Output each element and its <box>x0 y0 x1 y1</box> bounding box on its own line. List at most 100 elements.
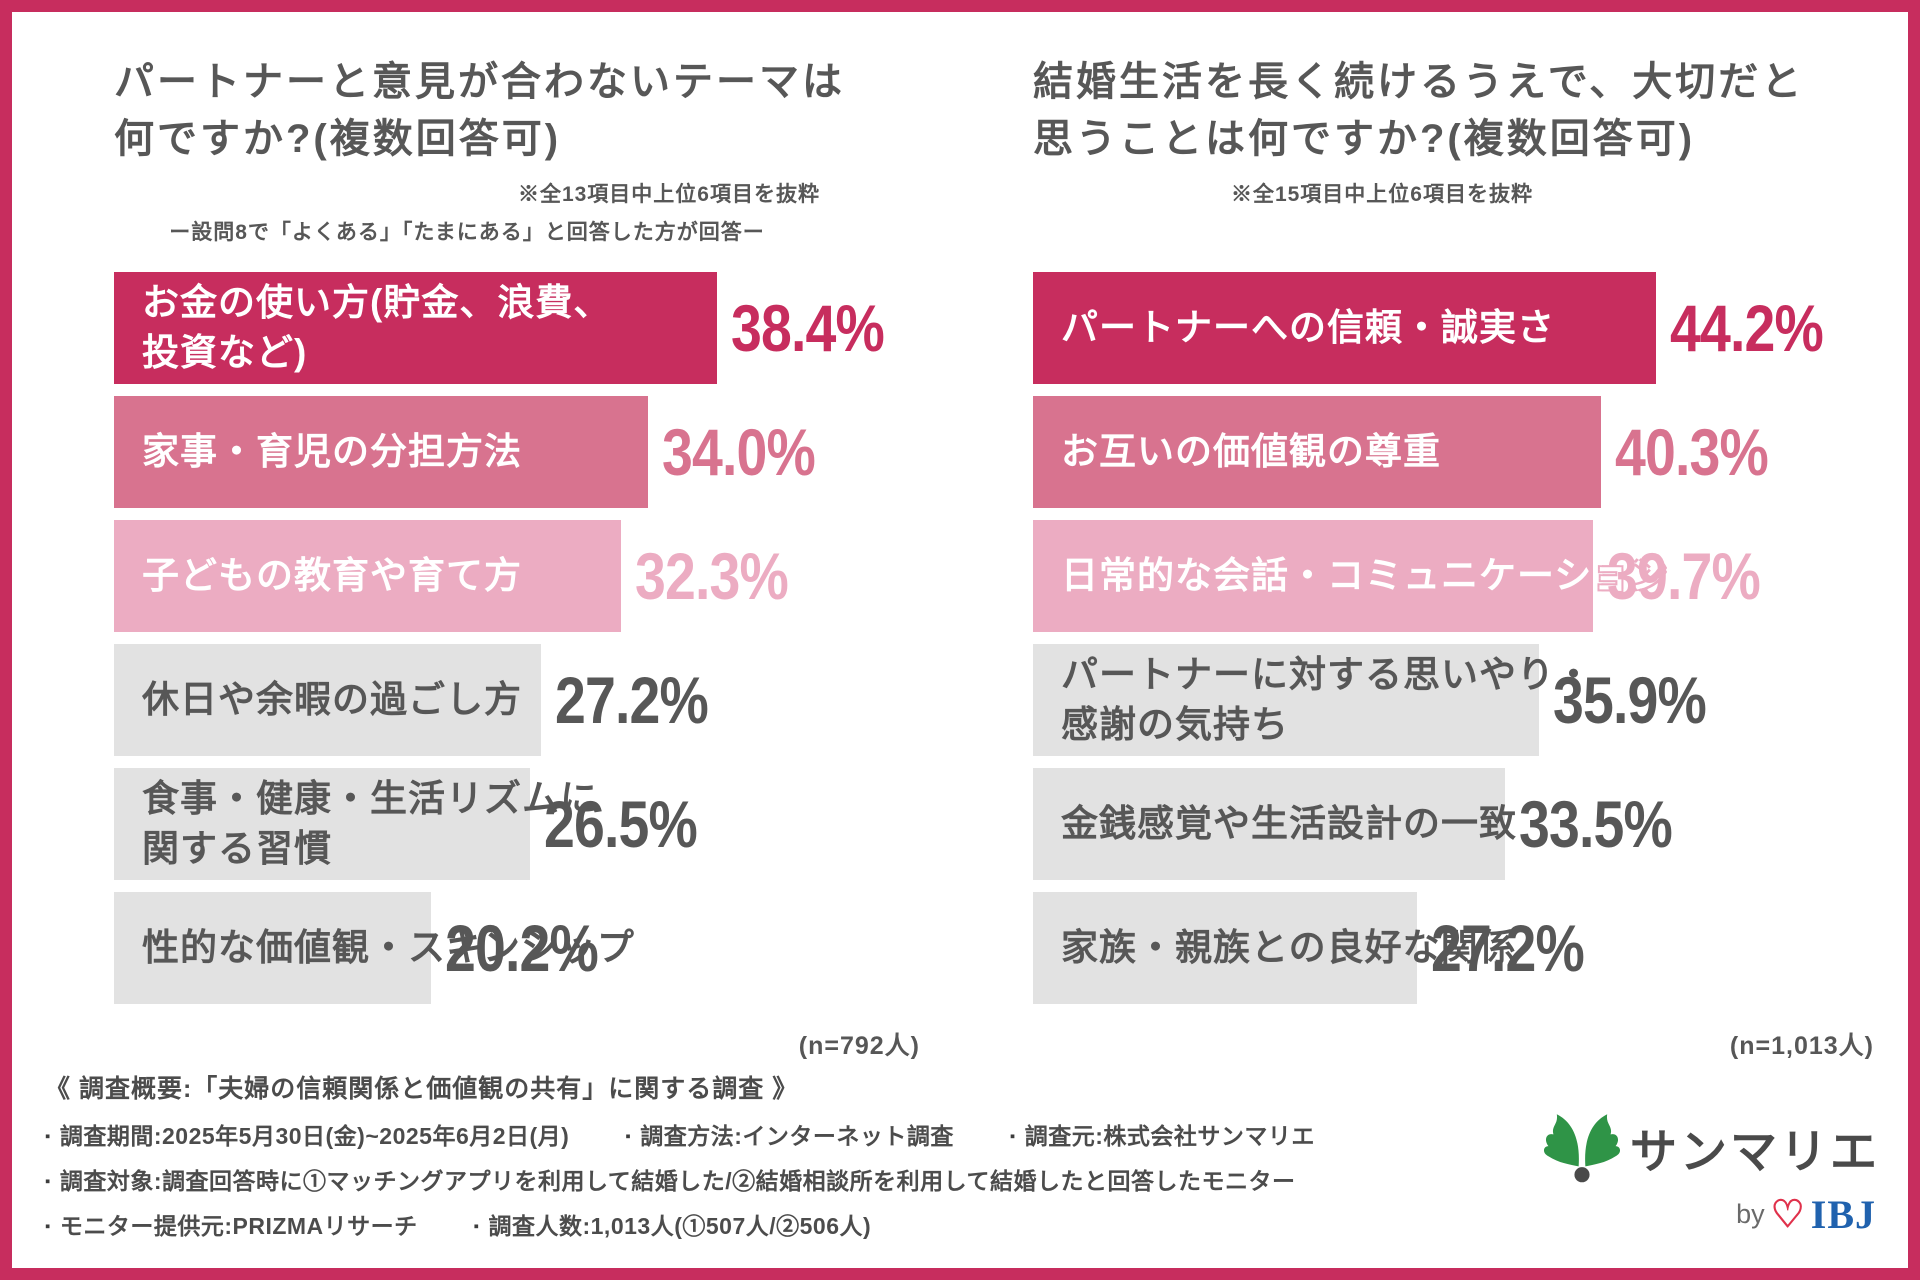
bar-value: 26.5% <box>544 787 698 861</box>
bar: 日常的な会話・コミュニケーション <box>1033 520 1667 632</box>
bar-row: お金の使い方(貯金、浪費、 投資など) 38.4% <box>114 272 924 384</box>
survey-overview-line3: ▪ モニター提供元:PRIZMAリサーチ ▪ 調査人数:1,013人(①507人/②5… <box>45 1207 1345 1241</box>
bar-row: 休日や余暇の過ごし方 27.2% <box>114 644 924 756</box>
bar-label: 性的な価値観・スキンシップ <box>114 923 635 973</box>
survey-overview-item: ▪ 調査人数:1,013人(①507人/②506人) <box>474 1207 872 1241</box>
bar-label: 日常的な会話・コミュニケーション <box>1033 551 1668 601</box>
chart-header-right: 結婚生活を長く続けるうえで、大切だと 思うことは何ですか?(複数回答可) ※全1… <box>1033 54 1878 272</box>
square-bullet-icon: ▪ <box>473 1218 480 1235</box>
chart-note-right: ※全15項目中上位6項目を抜粋 <box>1230 182 1533 206</box>
bar-row: 金銭感覚や生活設計の一致 33.5% <box>1033 768 1878 880</box>
survey-overview-line2: ▪ 調査対象:調査回答時に①マッチングアプリを利用して結婚した/②結婚相談所を利用… <box>45 1162 1345 1196</box>
chart-title-left: パートナーと意見が合わないテーマは 何ですか?(複数回答可) <box>114 54 924 168</box>
bar-label-line: お金の使い方(貯金、浪費、 <box>142 282 612 324</box>
survey-overview-item: ▪ モニター提供元:PRIZMAリサーチ <box>45 1207 418 1241</box>
survey-overview-text: 調査元:株式会社サンマリエ <box>1024 1123 1315 1149</box>
survey-overview-text: 調査方法:インターネット調査 <box>640 1123 954 1149</box>
chart-title-left-line2: 何ですか?(複数回答可) <box>114 116 562 161</box>
bar-value: 38.4% <box>731 291 885 365</box>
heart-icon: ♡ <box>1770 1193 1805 1236</box>
bar-label-line: 性的な価値観・スキンシップ <box>142 927 635 969</box>
survey-overview-item: ▪ 調査元:株式会社サンマリエ <box>1010 1117 1315 1151</box>
chart-header-left: パートナーと意見が合わないテーマは 何ですか?(複数回答可) ※全13項目中上位… <box>114 54 924 272</box>
square-bullet-icon: ▪ <box>625 1128 632 1145</box>
brand-logo-byline: by ♡ IBJ <box>1520 1191 1880 1238</box>
survey-overview-text: 調査人数:1,013人(①507人/②506人) <box>488 1213 872 1239</box>
bar-label-line: 日常的な会話・コミュニケーション <box>1061 555 1669 597</box>
bar-value: 27.2% <box>555 663 709 737</box>
square-bullet-icon: ▪ <box>45 1173 51 1190</box>
brand-name: サンマリエ <box>1630 1124 1880 1178</box>
chart-subnote-left: ー設問8で「よくある」「たまにある」と回答した方が回答ー <box>169 220 765 244</box>
bar-value: 20.2% <box>445 911 599 985</box>
bar-label-line: 食事・健康・生活リズムに <box>142 778 598 820</box>
survey-overview-heading: 《 調査概要:「夫婦の信頼関係と価値観の共有」に関する調査 》 <box>45 1075 799 1103</box>
bar-value: 35.9% <box>1553 663 1707 737</box>
chart-note-left: ※全13項目中上位6項目を抜粋 <box>517 182 820 206</box>
chart-title-right-line2: 思うことは何ですか?(複数回答可) <box>1033 116 1696 161</box>
bar-rows-left: お金の使い方(貯金、浪費、 投資など) 38.4% 家事・育児の分担方法 34.0% 子ど… <box>114 272 924 1004</box>
bar-value: 32.3% <box>635 539 789 613</box>
bar: 食事・健康・生活リズムに 関する習慣 <box>114 768 597 880</box>
bar-value: 34.0% <box>662 415 816 489</box>
chart-disagreement-topics: パートナーと意見が合わないテーマは 何ですか?(複数回答可) ※全13項目中上位… <box>114 46 924 1062</box>
chart-marriage-importance: 結婚生活を長く続けるうえで、大切だと 思うことは何ですか?(複数回答可) ※全1… <box>1033 46 1878 1062</box>
bar: お互いの価値観の尊重 <box>1033 396 1601 508</box>
bar-label: 休日や余暇の過ごし方 <box>114 675 522 725</box>
bar-label-line: 感謝の気持ち <box>1061 704 1289 745</box>
bar-row: 子どもの教育や育て方 32.3% <box>114 520 924 632</box>
bar-label-line: パートナーへの信頼・誠実さ <box>1061 307 1555 349</box>
bar-label-line: パートナーに対する思いやり・ <box>1061 654 1593 696</box>
bar-row: パートナーに対する思いやり・ 感謝の気持ち 35.9% <box>1033 644 1878 756</box>
survey-overview-item: ▪ 調査期間:2025年5月30日(金)~2025年6月2日(月) <box>45 1117 569 1151</box>
bar-label-line: 家事・育児の分担方法 <box>142 431 522 473</box>
survey-overview-text: モニター提供元:PRIZMAリサーチ <box>59 1213 418 1239</box>
bar-value: 44.2% <box>1670 291 1824 365</box>
bar: 家族・親族との良好な関係 <box>1033 892 1516 1004</box>
ibj-logo: IBJ <box>1810 1192 1876 1237</box>
bar: パートナーに対する思いやり・ 感謝の気持ち <box>1033 644 1592 756</box>
chart-title-left-line1: パートナーと意見が合わないテーマは <box>114 60 845 104</box>
bar: お金の使い方(貯金、浪費、 投資など) <box>114 272 717 384</box>
sample-size-right: (n=1,013人) <box>1729 1032 1874 1060</box>
survey-overview-text: 調査対象:調査回答時に①マッチングアプリを利用して結婚した/②結婚相談所を利用し… <box>59 1168 1296 1194</box>
bar-row: 家族・親族との良好な関係 27.2% <box>1033 892 1878 1004</box>
bar-label: お金の使い方(貯金、浪費、 投資など) <box>114 278 611 377</box>
bar-label-line: 子どもの教育や育て方 <box>142 555 522 597</box>
bar-label-line: 家族・親族との良好な関係 <box>1061 927 1517 969</box>
survey-overview: 《 調査概要:「夫婦の信頼関係と価値観の共有」に関する調査 》 ▪ 調査期間:20… <box>45 1069 1345 1252</box>
bar-label-line: お互いの価値観の尊重 <box>1061 431 1441 473</box>
bar-label: 子どもの教育や育て方 <box>114 551 522 601</box>
bar-row: 家事・育児の分担方法 34.0% <box>114 396 924 508</box>
sample-size-left: (n=792人) <box>798 1032 920 1060</box>
square-bullet-icon: ▪ <box>1009 1128 1016 1145</box>
bar-row: 食事・健康・生活リズムに 関する習慣 26.5% <box>114 768 924 880</box>
bar-label: パートナーに対する思いやり・ 感謝の気持ち <box>1033 650 1593 749</box>
bar-value: 27.2% <box>1431 911 1585 985</box>
bar-label: お互いの価値観の尊重 <box>1033 427 1441 477</box>
charts-area: パートナーと意見が合わないテーマは 何ですか?(複数回答可) ※全13項目中上位… <box>12 12 1908 1062</box>
bar-label: 家族・親族との良好な関係 <box>1033 923 1517 973</box>
bar-label: 家事・育児の分担方法 <box>114 427 522 477</box>
bar-row: 日常的な会話・コミュニケーション 39.7% <box>1033 520 1878 632</box>
bar-value: 39.7% <box>1607 539 1761 613</box>
chart-title-right: 結婚生活を長く続けるうえで、大切だと 思うことは何ですか?(複数回答可) <box>1033 54 1878 168</box>
by-text: by <box>1736 1199 1765 1229</box>
bar-value: 40.3% <box>1615 415 1769 489</box>
survey-overview-text: 調査期間:2025年5月30日(金)~2025年6月2日(月) <box>59 1123 570 1149</box>
chart-title-right-line1: 結婚生活を長く続けるうえで、大切だと <box>1033 60 1805 104</box>
brand-logo: サンマリエ by ♡ IBJ <box>1520 1109 1880 1238</box>
bar-value: 33.5% <box>1519 787 1673 861</box>
square-bullet-icon: ▪ <box>45 1218 51 1235</box>
survey-overview-line1: ▪ 調査期間:2025年5月30日(金)~2025年6月2日(月) ▪ 調査方法:イン… <box>45 1117 1345 1151</box>
bar: 休日や余暇の過ごし方 <box>114 644 541 756</box>
bar: 金銭感覚や生活設計の一致 <box>1033 768 1516 880</box>
bar: 性的な価値観・スキンシップ <box>114 892 634 1004</box>
brand-logo-top: サンマリエ <box>1520 1109 1880 1185</box>
bar-label-line: 投資など) <box>142 332 308 373</box>
survey-overview-item: ▪ 調査方法:インターネット調査 <box>625 1117 954 1151</box>
survey-overview-item: ▪ 調査対象:調査回答時に①マッチングアプリを利用して結婚した/②結婚相談所を利用… <box>45 1162 1296 1196</box>
bar: 子どもの教育や育て方 <box>114 520 621 632</box>
bar-label-line: 関する習慣 <box>142 828 332 869</box>
bar: 家事・育児の分担方法 <box>114 396 648 508</box>
